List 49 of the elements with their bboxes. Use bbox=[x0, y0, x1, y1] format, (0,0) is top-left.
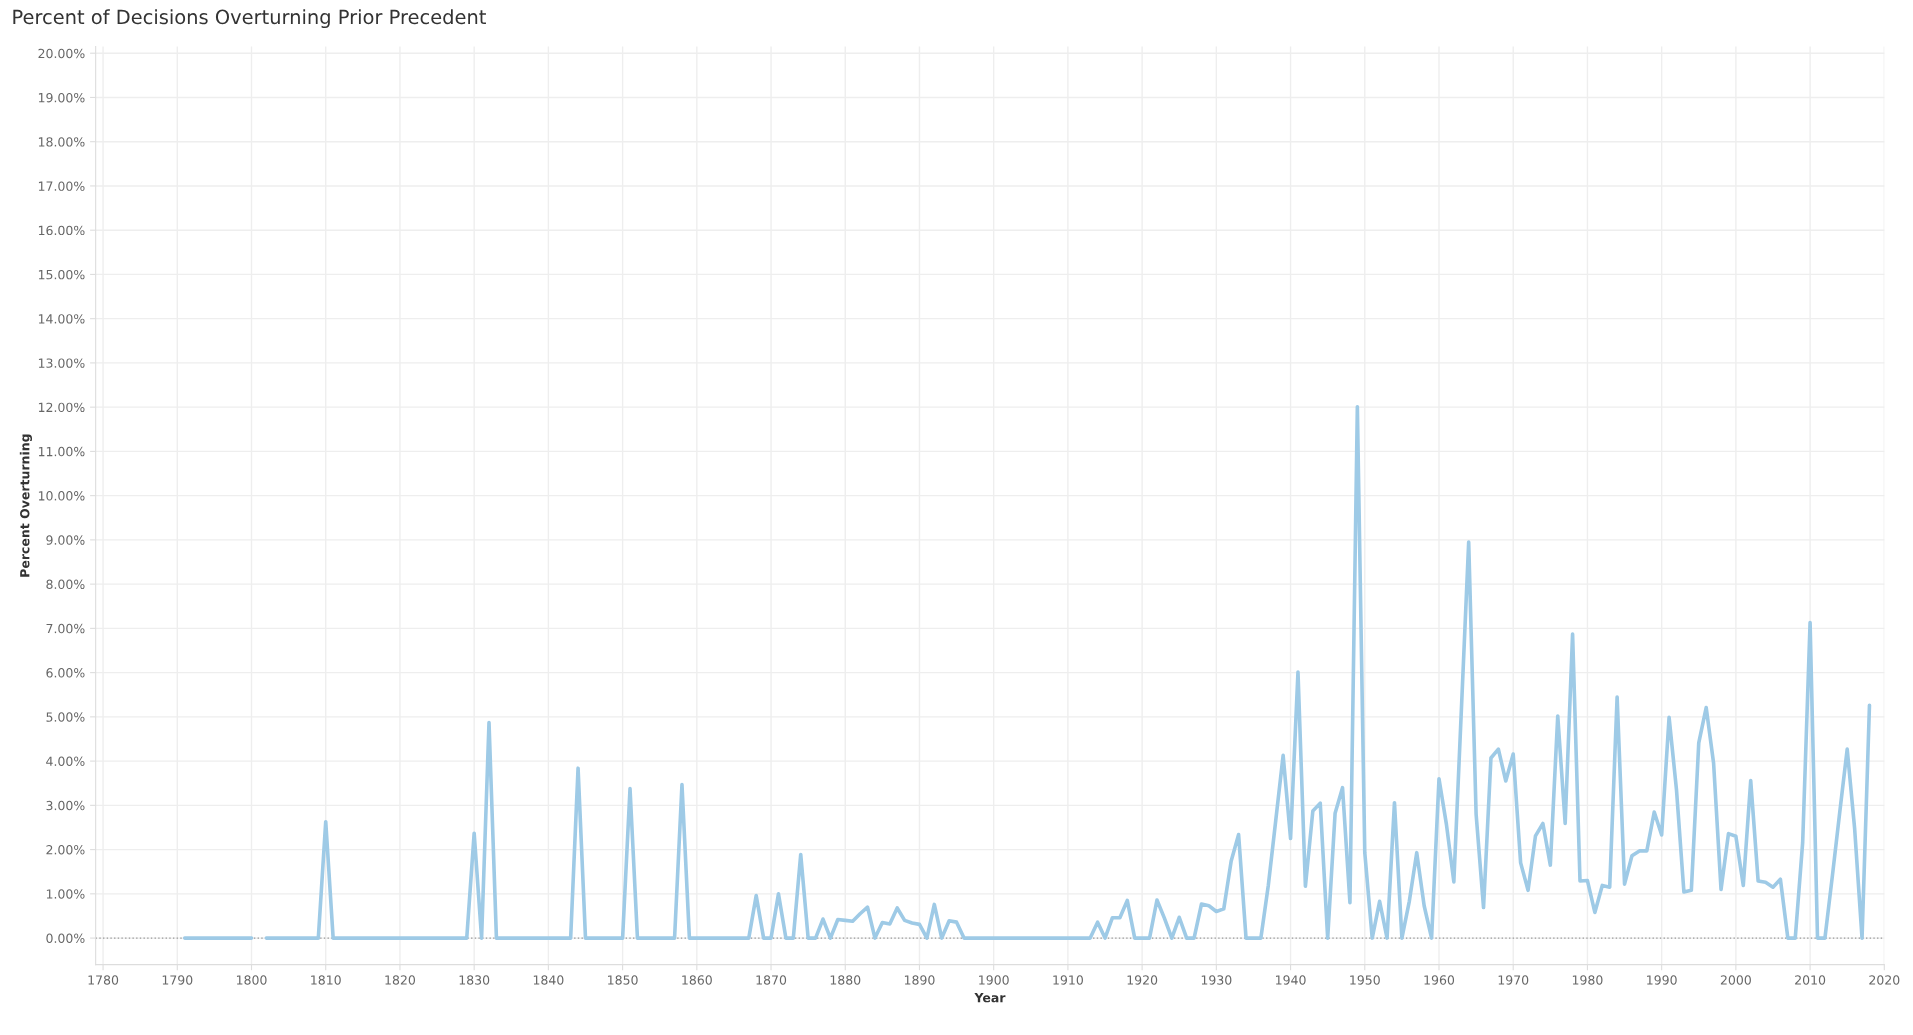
x-tick-label: 1870 bbox=[756, 975, 787, 985]
y-tick-label: 7.00% bbox=[46, 623, 85, 634]
x-axis-title: Year bbox=[974, 993, 1006, 1003]
y-tick-label: 14.00% bbox=[38, 314, 85, 324]
y-axis-title: Percent Overturning bbox=[19, 434, 33, 577]
y-tick-label: 13.00% bbox=[38, 358, 85, 368]
y-tick-label: 17.00% bbox=[38, 181, 85, 191]
y-tick-label: 6.00% bbox=[46, 668, 85, 678]
y-tick-label: 5.00% bbox=[46, 712, 85, 722]
x-tick-label: 1820 bbox=[385, 975, 416, 985]
y-tick-label: 0.00% bbox=[46, 933, 85, 943]
x-tick-label: 2010 bbox=[1795, 975, 1826, 985]
x-tick-label: 1880 bbox=[830, 975, 861, 985]
x-tick-label: 1810 bbox=[311, 975, 341, 985]
x-tick-label: 1890 bbox=[904, 975, 935, 985]
y-tick-label: 10.00% bbox=[38, 491, 85, 501]
y-tick-label: 9.00% bbox=[46, 535, 85, 545]
x-tick-label: 1920 bbox=[1127, 975, 1158, 985]
x-tick-label: 1830 bbox=[459, 975, 490, 985]
x-tick-label: 1780 bbox=[88, 975, 119, 985]
x-tick-label: 1980 bbox=[1572, 975, 1603, 985]
y-tick-label: 4.00% bbox=[46, 756, 85, 767]
y-tick-label: 11.00% bbox=[38, 446, 85, 457]
x-tick-label: 2000 bbox=[1720, 975, 1751, 985]
x-tick-label: 1960 bbox=[1424, 975, 1455, 985]
x-tick-label: 1990 bbox=[1647, 975, 1677, 985]
x-tick-label: 1840 bbox=[533, 975, 564, 985]
x-tick-label: 1970 bbox=[1498, 975, 1529, 985]
x-tick-label: 1860 bbox=[682, 975, 712, 985]
y-tick-label: 8.00% bbox=[46, 579, 85, 590]
x-tick-label: 1940 bbox=[1276, 975, 1306, 985]
chart-title: Percent of Decisions Overturning Prior Precedent bbox=[13, 9, 486, 29]
y-tick-label: 2.00% bbox=[46, 845, 85, 855]
y-tick-label: 20.00% bbox=[38, 48, 85, 59]
x-tick-label: 1910 bbox=[1053, 975, 1083, 985]
y-tick-label: 16.00% bbox=[38, 225, 85, 236]
y-tick-label: 12.00% bbox=[38, 402, 85, 413]
x-tick-label: 2020 bbox=[1869, 975, 1900, 985]
y-tick-label: 18.00% bbox=[38, 137, 85, 147]
y-tick-label: 19.00% bbox=[38, 92, 85, 103]
y-tick-label: 3.00% bbox=[46, 800, 85, 811]
x-tick-label: 1850 bbox=[608, 975, 638, 985]
x-tick-label: 1790 bbox=[162, 975, 193, 985]
x-tick-label: 1800 bbox=[236, 975, 267, 985]
y-tick-label: 15.00% bbox=[38, 269, 85, 280]
x-tick-label: 1930 bbox=[1201, 975, 1232, 985]
y-tick-label: 1.00% bbox=[46, 889, 85, 899]
x-tick-label: 1900 bbox=[979, 975, 1009, 985]
x-tick-label: 1950 bbox=[1350, 975, 1380, 985]
